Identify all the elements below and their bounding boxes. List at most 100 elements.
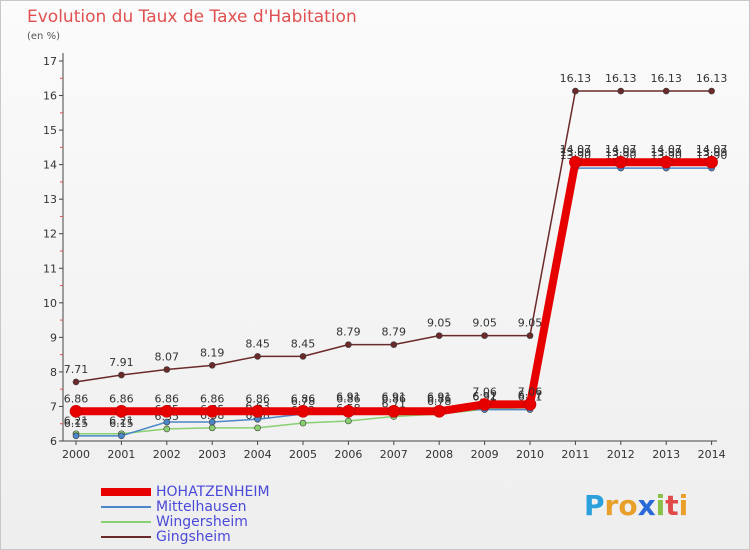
data-label-gingsheim: 16.13	[696, 72, 728, 85]
data-point-hohatzenheim	[614, 155, 628, 169]
data-label-wingersheim: 6.78	[427, 395, 452, 408]
logo-letter: r	[604, 489, 619, 522]
data-label-gingsheim: 9.05	[518, 317, 543, 330]
data-point-hohatzenheim	[115, 404, 128, 418]
chart-title: Evolution du Taux de Taxe d'Habitation	[27, 7, 357, 27]
data-point-hohatzenheim	[523, 398, 537, 411]
logo-letter: o	[618, 489, 638, 522]
data-label-wingersheim: 13.99	[650, 146, 682, 159]
data-label-hohatzenheim: 6.86	[245, 392, 270, 405]
legend-swatch	[101, 506, 151, 508]
y-tick-label: 13	[43, 193, 57, 206]
y-tick-label: 12	[43, 228, 57, 241]
logo-letter: t	[665, 489, 679, 522]
data-point-hohatzenheim	[478, 398, 491, 411]
data-point-mittelhausen	[118, 432, 125, 440]
data-label-hohatzenheim: 6.86	[200, 392, 225, 405]
y-tick-label: 8	[50, 366, 57, 379]
x-tick-label: 2006	[334, 448, 362, 461]
x-tick-label: 2009	[471, 448, 499, 461]
data-point-gingsheim	[254, 353, 261, 360]
data-label-wingersheim: 6.21	[109, 415, 134, 428]
data-label-wingersheim: 13.99	[605, 146, 637, 159]
data-point-gingsheim	[299, 353, 307, 360]
data-label-mittelhausen: 6.91	[427, 391, 452, 404]
logo-letter: i	[678, 489, 689, 522]
data-label-gingsheim: 9.05	[427, 317, 452, 330]
data-label-wingersheim: 6.71	[382, 397, 407, 410]
data-label-mittelhausen: 6.15	[109, 417, 134, 430]
series-line-hohatzenheim	[76, 158, 712, 416]
y-tick-label: 17	[43, 55, 57, 68]
data-point-hohatzenheim	[569, 155, 582, 169]
data-label-gingsheim: 9.05	[472, 317, 497, 330]
data-label-wingersheim: 13.99	[560, 146, 592, 159]
x-tick-label: 2007	[380, 448, 408, 461]
legend-label: HOHATZENHEIM	[156, 484, 270, 500]
data-label-hohatzenheim: 14.07	[696, 143, 728, 156]
data-label-mittelhausen: 6.91	[382, 391, 407, 404]
data-point-hohatzenheim	[251, 404, 264, 418]
data-point-gingsheim	[345, 341, 352, 348]
data-label-hohatzenheim: 6.86	[155, 392, 180, 405]
y-tick-label: 15	[43, 124, 57, 137]
data-label-hohatzenheim: 14.07	[650, 143, 682, 156]
x-tick-label: 2012	[607, 448, 635, 461]
data-label-wingersheim: 6.21	[64, 415, 89, 428]
data-label-gingsheim: 8.07	[155, 350, 180, 363]
data-point-hohatzenheim	[342, 404, 355, 418]
data-point-gingsheim	[708, 87, 715, 95]
legend-swatch	[101, 536, 151, 538]
x-tick-label: 2011	[561, 448, 589, 461]
y-tick-label: 7	[50, 400, 57, 413]
data-label-gingsheim: 8.45	[291, 337, 316, 350]
data-point-hohatzenheim	[387, 404, 401, 418]
data-label-wingersheim: 6.92	[472, 390, 497, 403]
data-point-hohatzenheim	[69, 404, 83, 418]
data-label-hohatzenheim: 6.86	[291, 392, 316, 405]
y-tick-label: 11	[43, 262, 57, 275]
data-label-gingsheim: 8.19	[200, 346, 225, 359]
data-point-gingsheim	[208, 362, 216, 369]
y-tick-label: 16	[43, 90, 57, 103]
data-point-gingsheim	[163, 366, 171, 373]
data-label-mittelhausen: 6.91	[472, 391, 497, 404]
data-point-hohatzenheim	[160, 404, 174, 418]
x-tick-label: 2013	[652, 448, 680, 461]
data-point-mittelhausen	[72, 432, 80, 440]
data-point-wingersheim	[345, 417, 352, 425]
logo-letter: P	[584, 489, 605, 522]
data-label-gingsheim: 16.13	[560, 72, 592, 85]
data-point-hohatzenheim	[432, 404, 446, 418]
data-label-mittelhausen: 6.15	[64, 417, 89, 430]
data-point-gingsheim	[617, 87, 625, 95]
data-point-hohatzenheim	[296, 404, 310, 418]
data-label-gingsheim: 8.79	[382, 326, 407, 339]
x-tick-label: 2008	[425, 448, 453, 461]
data-label-gingsheim: 16.13	[605, 72, 637, 85]
data-point-hohatzenheim	[705, 155, 718, 169]
data-label-hohatzenheim: 6.86	[427, 392, 452, 405]
data-label-hohatzenheim: 6.86	[64, 392, 89, 405]
legend-swatch	[101, 488, 151, 496]
data-point-gingsheim	[526, 332, 534, 339]
data-point-wingersheim	[208, 424, 216, 432]
data-label-wingersheim: 13.99	[696, 146, 728, 159]
data-point-wingersheim	[254, 424, 261, 432]
legend-label: Gingsheim	[156, 529, 231, 545]
logo-letter: x	[637, 489, 656, 522]
data-point-gingsheim	[390, 341, 398, 348]
data-label-hohatzenheim: 7.06	[472, 385, 497, 398]
data-label-gingsheim: 8.79	[336, 326, 361, 339]
data-label-mittelhausen: 6.78	[291, 395, 316, 408]
data-label-hohatzenheim: 6.86	[336, 392, 361, 405]
y-tick-label: 9	[50, 331, 57, 344]
data-point-gingsheim	[72, 378, 80, 386]
data-point-wingersheim	[163, 425, 171, 433]
data-point-mittelhausen	[163, 418, 171, 426]
y-tick-label: 14	[43, 159, 57, 172]
x-tick-label: 2000	[62, 448, 90, 461]
data-label-hohatzenheim: 7.06	[518, 385, 543, 398]
unit-label: (en %)	[27, 31, 60, 42]
